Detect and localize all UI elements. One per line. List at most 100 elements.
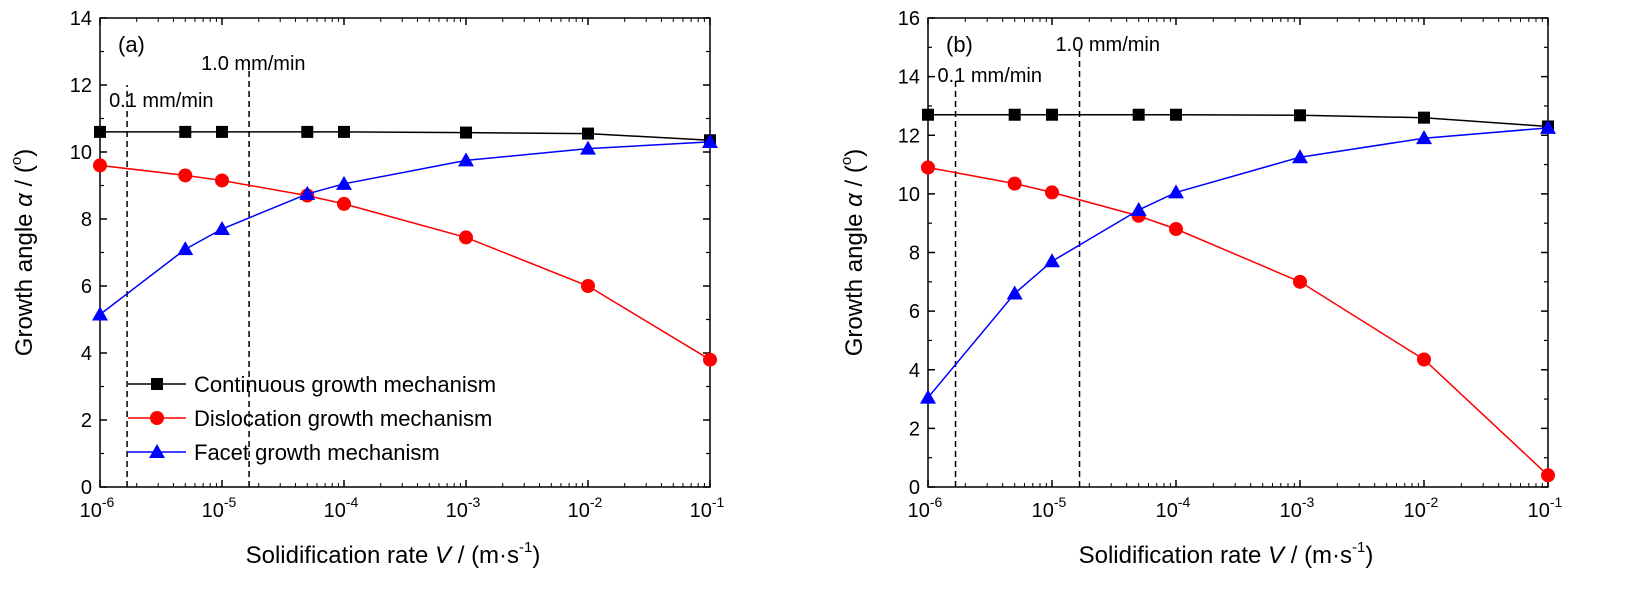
x-tick-label: 10-2 [1404,494,1439,522]
x-tick-label: 10-4 [1156,494,1191,522]
data-point [1417,352,1431,367]
series-line [927,127,1549,399]
y-tick-label: 14 [898,67,920,89]
y-tick-label: 14 [70,8,92,30]
x-tick-label: 10-1 [690,494,725,522]
data-point [301,125,314,138]
x-axis-label: Solidification rate V / (m·s-1) [1079,539,1374,569]
legend-marker [149,444,165,458]
y-tick-label: 10 [70,142,92,164]
data-point [1130,201,1147,216]
x-tick-label: 10-6 [908,494,943,522]
legend: Continuous growth mechanism Dislocation g… [128,372,496,465]
y-tick-label: 12 [898,125,920,147]
data-point [460,126,472,139]
y-axis-label: Growth angle α / (o) [8,149,38,356]
data-point [178,168,193,183]
y-tick-label: 8 [909,243,920,265]
data-point [1008,108,1021,121]
data-point [458,152,474,167]
x-tick-label: 10-1 [1528,494,1563,522]
series-line [99,164,711,361]
data-point [703,352,717,367]
data-point [216,125,228,138]
legend-marker [150,411,164,425]
y-tick-label: 6 [81,276,92,298]
data-point [1294,109,1306,122]
data-point [921,160,935,175]
x-tick-label: 10-6 [80,494,115,522]
data-point [336,175,352,190]
x-tick-label: 10-2 [568,494,603,522]
data-point [93,158,107,173]
data-point [337,196,351,211]
x-tick-label: 10-3 [446,494,481,522]
data-point [1045,185,1059,200]
data-point [1418,111,1430,124]
data-point [92,306,108,321]
data-point [1293,274,1307,289]
data-point [920,389,936,404]
panel-label: (a) [118,32,145,57]
data-point [1170,108,1182,121]
x-tick-label: 10-5 [1032,494,1067,522]
legend-label: Facet growth mechanism [194,440,440,465]
x-tick-label: 10-3 [1280,494,1315,522]
x-tick-label: 10-4 [324,494,359,522]
reference-line-label: 0.1 mm/min [938,65,1042,87]
legend-label: Dislocation growth mechanism [194,406,492,431]
y-tick-label: 12 [70,75,92,97]
y-tick-label: 8 [81,209,92,231]
data-point [702,133,718,148]
y-tick-label: 0 [81,477,92,499]
data-point [1007,176,1022,191]
x-tick-label: 10-5 [202,494,237,522]
data-point [1046,108,1058,121]
data-point [580,140,596,155]
data-point [1416,130,1432,145]
y-axis-label: Growth angle α / (o) [838,149,868,356]
reference-line-label: 0.1 mm/min [109,90,213,112]
y-tick-label: 16 [898,8,920,30]
data-point [1541,468,1555,483]
data-point [1292,149,1308,164]
data-point [214,221,230,236]
y-tick-label: 10 [898,184,920,206]
series-line [100,131,711,142]
chart-panel-a: 0 2 4 6 8 10 12 14 10-6 10-5 10-4 10-3 10-2 10-1 0.1 m… [8,8,725,569]
x-axis-label: Solidification rate V / (m·s-1) [246,539,541,569]
series-line [928,113,1549,128]
y-tick-label: 4 [909,360,920,382]
series-line [927,166,1549,476]
series-line [99,141,711,316]
data-point [1169,222,1183,237]
data-point [459,230,473,245]
data-point [1044,253,1060,268]
data-point [1132,108,1145,121]
data-point [177,241,194,256]
chart-panel-b: 0 2 4 6 8 10 12 14 16 10-6 10-5 10-4 10-3 10-2 10-1 0.1… [838,8,1563,569]
legend-marker [151,378,163,390]
data-point [1006,285,1023,300]
reference-line-label: 1.0 mm/min [1056,34,1160,56]
data-point [338,125,350,138]
data-point [179,125,192,138]
y-tick-label: 4 [81,343,92,365]
data-point [1540,119,1556,134]
panel-label: (b) [946,32,973,57]
y-tick-label: 2 [909,418,920,440]
reference-line-label: 1.0 mm/min [201,53,305,75]
plot-frame [927,17,1549,488]
data-point [299,185,316,200]
data-point [582,127,594,140]
data-point [215,173,229,188]
y-tick-label: 6 [909,301,920,323]
legend-label: Continuous growth mechanism [194,372,496,397]
data-point [581,279,595,293]
data-point [922,108,934,121]
data-point [94,125,106,138]
y-tick-label: 2 [81,410,92,432]
y-tick-label: 0 [909,477,920,499]
data-point [1168,184,1184,199]
